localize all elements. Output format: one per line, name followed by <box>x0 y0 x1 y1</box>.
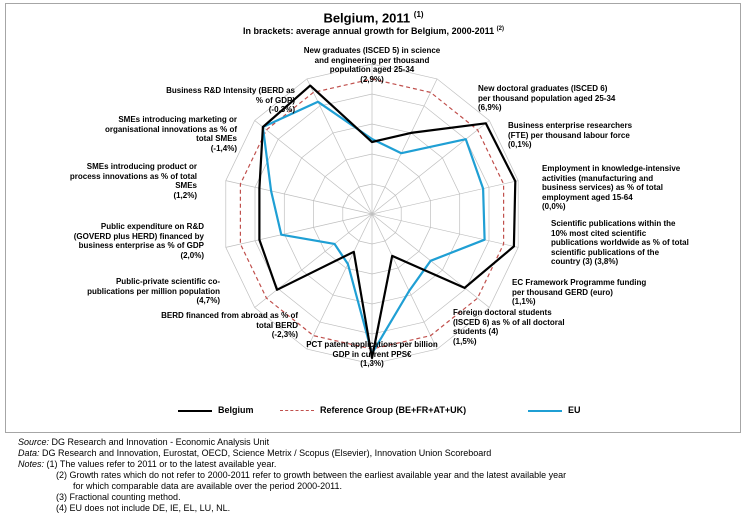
axis-label-line: (6,9%) <box>478 103 502 112</box>
axis-label-line: New doctoral graduates (ISCED 6) <box>478 84 608 93</box>
axis-label-line: % of GDP) <box>255 95 295 105</box>
axis-label-9: BERD financed from abroad as % of total B… <box>98 311 298 340</box>
axis-label-line: total BERD <box>256 320 298 330</box>
axis-label-line: publications worldwide as % of total <box>551 238 689 247</box>
axis-label-line: Employment in knowledge-intensive <box>542 164 681 173</box>
axis-label-line: and engineering per thousand <box>314 55 430 65</box>
axis-label-line: population aged 25-34 <box>329 65 415 74</box>
axis-label-14: Business R&D Intensity (BERD as% of GDP)… <box>95 86 295 115</box>
chart-title: Belgium, 2011 (1) <box>323 10 424 26</box>
axis-label-line: (2,9%) <box>360 74 384 84</box>
axis-label-line: SMEs introducing marketing or <box>118 115 237 124</box>
note-3: (3) Fractional counting method. <box>56 492 181 502</box>
legend-item-eu: EU <box>528 405 581 415</box>
axis-label-line: activities (manufacturing and <box>542 173 654 183</box>
axis-label-line: business enterprise as % of GDP <box>78 241 204 250</box>
axis-label-6: EC Framework Programme funding per thousa… <box>512 278 712 307</box>
axis-label-line: business services) as % of total <box>542 183 663 192</box>
grid-spoke-4 <box>371 180 519 215</box>
axis-label-10: Public-private scientific co-publication… <box>20 277 220 306</box>
series-line-belgium <box>258 84 517 360</box>
axis-label-8: PCT patent applications per billion GDP i… <box>272 340 472 369</box>
legend-item-belgium: Belgium <box>178 405 254 415</box>
axis-label-line: New graduates (ISCED 5) in science <box>303 46 441 55</box>
grid-spoke-13 <box>254 120 373 215</box>
axis-label-line: (-0,3%) <box>268 105 295 114</box>
axis-label-line: students (4) <box>453 327 499 336</box>
axis-label-12: SMEs introducing product or process innov… <box>0 162 197 200</box>
axis-label-1: New graduates (ISCED 5) in science and en… <box>272 46 472 84</box>
legend-swatch-belgium <box>178 409 212 412</box>
axis-label-line: per thousand GERD (euro) <box>512 287 613 297</box>
axis-label-line: per thousand population aged 25-34 <box>478 93 616 103</box>
axis-label-7: Foreign doctoral students (ISCED 6) as % … <box>453 308 653 346</box>
chart-subtitle: In brackets: average annual growth for B… <box>243 26 504 36</box>
axis-label-line: (1,2%) <box>173 190 197 200</box>
axis-label-line: publications per million population <box>87 286 220 296</box>
axis-label-line: Business R&D Intensity (BERD as <box>166 86 295 95</box>
axis-label-line: Scientific publications within the <box>551 219 676 228</box>
axis-label-line: (0,1%) <box>508 140 532 149</box>
legend-swatch-eu <box>528 409 562 412</box>
axis-label-line: (ISCED 6) as % of all doctoral <box>453 317 565 327</box>
axis-label-3: Business enterprise researchers (FTE) per… <box>508 121 708 150</box>
grid-spoke-11 <box>225 213 373 248</box>
chart-frame <box>5 3 741 433</box>
source-line: Source: DG Research and Innovation - Eco… <box>18 437 270 447</box>
axis-label-line: process innovations as % of total <box>69 171 197 181</box>
axis-label-line: (1,1%) <box>512 297 536 306</box>
grid-spoke-5 <box>371 213 519 248</box>
axis-label-line: Public expenditure on R&D <box>100 222 204 231</box>
radar-chart <box>225 63 519 365</box>
axis-label-line: scientific publications of the <box>551 247 660 257</box>
grid-spoke-7 <box>371 213 438 350</box>
data-line: Data: DG Research and Innovation, Eurost… <box>18 448 492 458</box>
axis-label-line: organisational innovations as % of <box>104 124 237 134</box>
axis-label-line: employment aged 15-64 <box>542 192 633 202</box>
axis-label-2: New doctoral graduates (ISCED 6) per thou… <box>478 84 678 113</box>
axis-label-line: PCT patent applications per billion <box>306 340 438 349</box>
legend-swatch-reference-group <box>280 410 314 412</box>
axis-label-line: (1,3%) <box>360 359 384 368</box>
axis-label-line: 10% most cited scientific <box>551 228 647 238</box>
grid-spoke-9 <box>306 213 373 350</box>
axis-label-line: Public-private scientific co- <box>115 277 220 286</box>
axis-label-line: (-1,4%) <box>210 143 237 153</box>
note-2: (2) Growth rates which do not refer to 2… <box>56 470 567 480</box>
note-1: Notes: (1) The values refer to 2011 or t… <box>18 459 277 469</box>
axis-label-line: SMEs <box>175 181 197 190</box>
axis-label-line: EC Framework Programme funding <box>512 278 647 287</box>
note-4: (4) EU does not include DE, IE, EL, LU, … <box>56 503 231 513</box>
axis-label-11: Public expenditure on R&D (GOVERD plus HE… <box>4 222 204 260</box>
note-2-continued: for which comparable data are available … <box>73 481 343 491</box>
axis-label-line: Business enterprise researchers <box>508 121 633 130</box>
legend-item-reference-group: Reference Group (BE+FR+AT+UK) <box>280 405 466 415</box>
grid-spoke-2 <box>371 78 438 215</box>
axis-label-line: (FTE) per thousand labour force <box>508 130 630 140</box>
axis-label-line: (0,0%) <box>542 202 566 211</box>
axis-label-line: total SMEs <box>196 134 237 143</box>
axis-label-line: (4,7%) <box>196 296 220 305</box>
series-line-reference-group-be-fr-at-uk <box>239 78 505 350</box>
axis-label-line: GDP in current PPS€ <box>332 349 412 359</box>
axis-label-line: (1,5%) <box>453 336 477 346</box>
axis-label-line: (-2,3%) <box>271 330 298 339</box>
axis-label-line: BERD financed from abroad as % of <box>161 311 298 320</box>
grid-spoke-12 <box>225 180 373 215</box>
axis-label-line: country (3) (3,8%) <box>551 257 619 266</box>
grid-spoke-3 <box>371 120 490 215</box>
axis-label-4: Employment in knowledge-intensive activit… <box>542 164 742 212</box>
axis-label-line: SMEs introducing product or <box>86 162 197 171</box>
grid-spoke-10 <box>254 213 373 308</box>
axis-label-line: (GOVERD plus HERD) financed by <box>73 231 204 241</box>
axis-label-line: Foreign doctoral students <box>453 308 552 317</box>
axis-label-13: SMEs introducing marketing or organisatio… <box>37 115 237 153</box>
chart-notes: Source: DG Research and Innovation - Eco… <box>18 437 566 514</box>
axis-label-5: Scientific publications within the 10% mo… <box>551 219 747 267</box>
axis-label-line: (2,0%) <box>180 250 204 260</box>
